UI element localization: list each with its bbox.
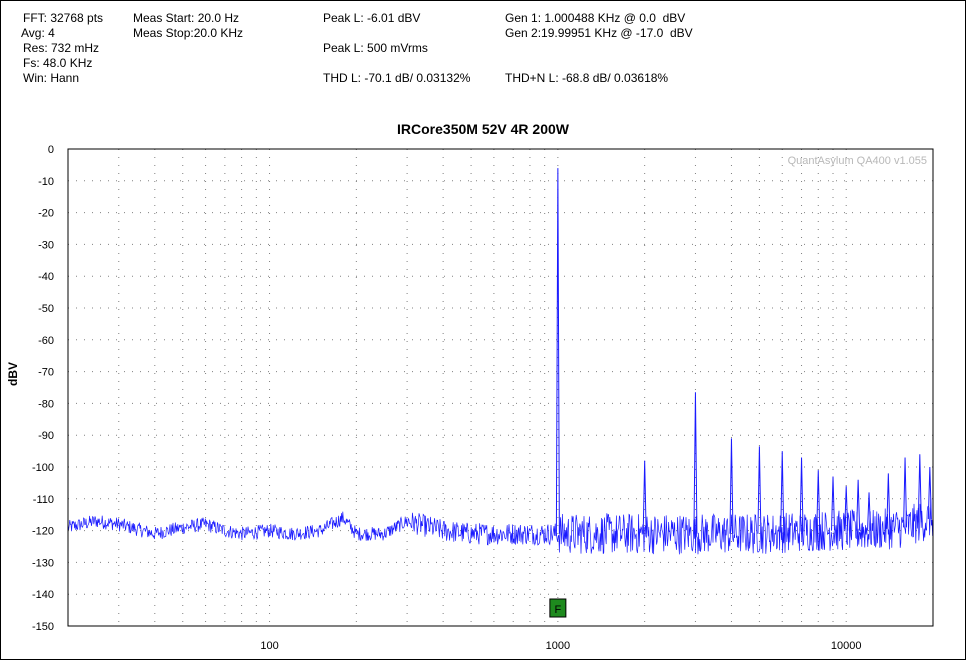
avg-info: Avg: 4 xyxy=(21,26,55,40)
y-tick-label: -30 xyxy=(38,239,54,251)
win-info: Win: Hann xyxy=(23,71,80,85)
y-tick-label: -20 xyxy=(38,208,54,220)
frequency-marker xyxy=(549,598,567,618)
y-tick-label: -150 xyxy=(32,621,54,633)
y-tick-label: -70 xyxy=(38,367,54,379)
frequency-marker-label: F xyxy=(555,604,562,616)
peak-l-vrms-info: Peak L: 500 mVrms xyxy=(323,41,428,55)
harmonic-peak xyxy=(886,473,891,529)
harmonic-peak xyxy=(831,476,836,531)
harmonic-peak xyxy=(555,168,560,534)
y-tick-label: -80 xyxy=(38,398,54,410)
harmonic-peak xyxy=(867,492,872,531)
harmonic-peak xyxy=(729,438,734,534)
y-tick-label: 0 xyxy=(48,144,54,156)
y-tick-label: -120 xyxy=(32,526,54,538)
harmonic-peak xyxy=(917,454,922,523)
harmonic-peak xyxy=(927,466,932,519)
y-tick-label: -40 xyxy=(38,271,54,283)
y-tick-label: -110 xyxy=(33,494,54,506)
res-info: Res: 732 mHz xyxy=(23,41,100,55)
y-tick-label: -140 xyxy=(32,589,54,601)
chart-title: IRCore350M 52V 4R 200W xyxy=(397,121,569,137)
y-tick-label: -130 xyxy=(32,557,54,569)
harmonic-peak xyxy=(693,392,698,534)
fs-info: Fs: 48.0 KHz xyxy=(23,56,93,70)
x-tick-label: 100 xyxy=(260,640,278,652)
tick-label-layer: 0 -10 -20 -30 -40 -50 -60 -70 -80 -90 -100 -110 -120… xyxy=(32,144,927,652)
harmonic-peak xyxy=(799,457,804,532)
harmonic-peak xyxy=(757,446,762,534)
grid-layer xyxy=(68,148,933,626)
watermark-text: QuantAsylum QA400 v1.055 xyxy=(788,155,927,167)
x-tick-label: 10000 xyxy=(831,640,862,652)
harmonic-peak xyxy=(844,486,849,531)
y-tick-label: -50 xyxy=(38,303,54,315)
axis-layer xyxy=(67,148,934,627)
plot-area-border xyxy=(67,148,934,627)
thdn-l-info: THD+N L: -68.8 dB/ 0.03618% xyxy=(505,71,669,85)
x-tick-label: 1000 xyxy=(546,640,570,652)
thd-l-info: THD L: -70.1 dB/ 0.03132% xyxy=(323,71,471,85)
harmonic-peak xyxy=(780,451,785,533)
gen2-info: Gen 2:19.99951 KHz @ -17.0 dBV xyxy=(505,26,693,40)
meas-start-info: Meas Start: 20.0 Hz xyxy=(133,11,240,25)
harmonic-peak xyxy=(903,457,908,528)
harmonic-peaks-layer xyxy=(555,168,932,534)
meas-stop-info: Meas Stop:20.0 KHz xyxy=(133,26,244,40)
harmonic-peak xyxy=(816,470,821,531)
y-tick-label: -90 xyxy=(38,430,54,442)
peak-l-dbv-info: Peak L: -6.01 dBV xyxy=(323,11,421,25)
noise-floor-layer xyxy=(67,498,933,555)
harmonic-peak xyxy=(856,479,861,531)
y-tick-label: -60 xyxy=(38,335,54,347)
gen1-info: Gen 1: 1.000488 KHz @ 0.0 dBV xyxy=(505,11,686,25)
y-tick-label: -10 xyxy=(38,176,54,188)
harmonic-peak xyxy=(642,460,647,534)
noise-floor-trace xyxy=(67,498,933,555)
fft-info: FFT: 32768 pts xyxy=(23,11,104,25)
y-tick-label: -100 xyxy=(32,462,54,474)
